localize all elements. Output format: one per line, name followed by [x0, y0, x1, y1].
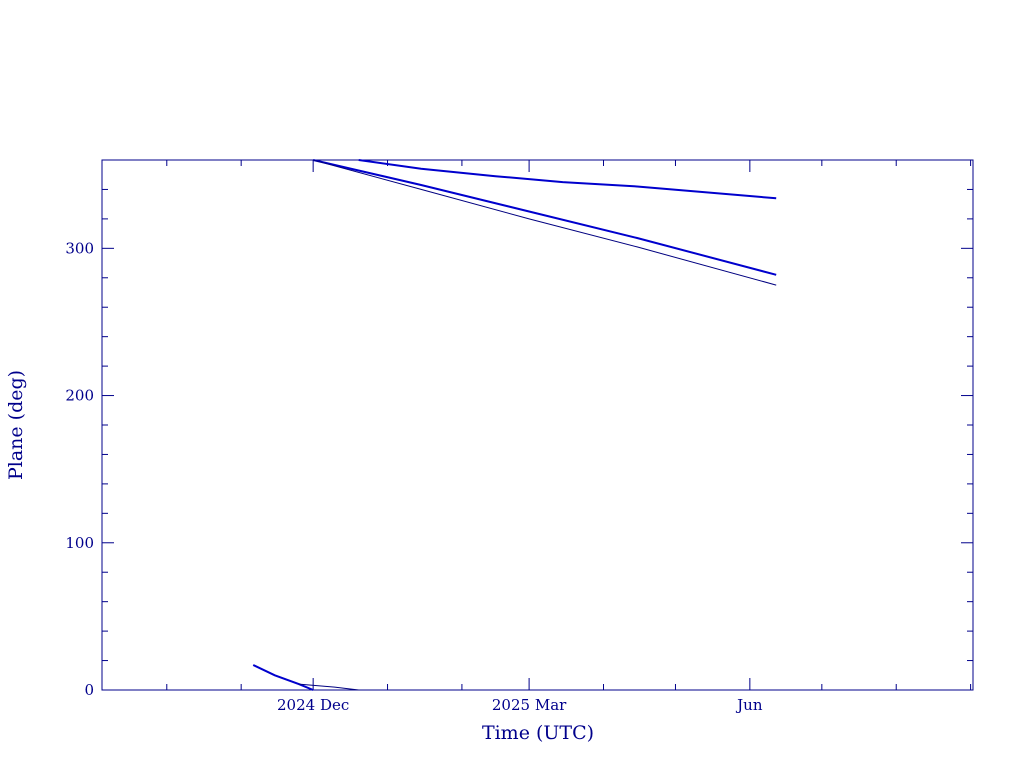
series-line-1: [252, 664, 314, 691]
plot-frame: [101, 159, 974, 691]
series-line-3: [298, 683, 359, 691]
y-tick-label: 200: [65, 387, 94, 405]
y-tick-label: 0: [84, 681, 94, 699]
series-lines: [252, 159, 777, 691]
tick-labels: 0 100 200 300 2024 Dec 2025 Mar Jun: [65, 239, 762, 714]
series-line-5: [358, 159, 777, 200]
y-tick-label: 300: [65, 239, 94, 257]
y-axis-label: Plane (deg): [5, 370, 27, 480]
x-tick-label: Jun: [735, 696, 763, 714]
x-tick-label: 2025 Mar: [492, 696, 567, 714]
x-tick-label: 2024 Dec: [277, 696, 349, 714]
x-axis-label: Time (UTC): [482, 722, 594, 744]
y-tick-label: 100: [65, 534, 94, 552]
series-line-2: [312, 159, 777, 276]
series-line-4: [313, 159, 777, 286]
axis-ticks: [102, 159, 973, 691]
